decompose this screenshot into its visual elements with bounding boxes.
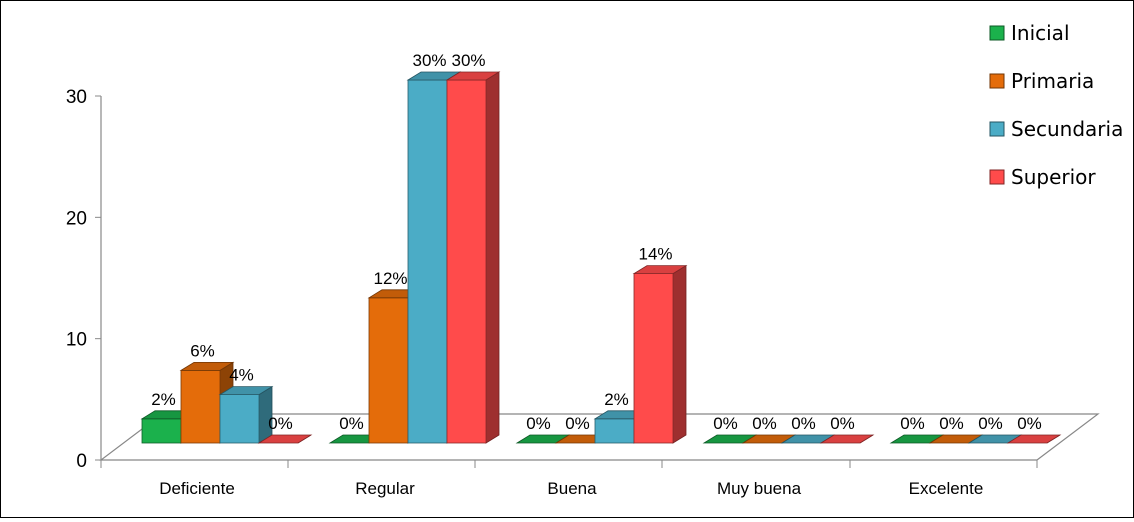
- data-label: 0%: [339, 414, 364, 433]
- data-label: 12%: [373, 269, 407, 288]
- bar-side: [485, 71, 500, 444]
- category-label: Regular: [355, 479, 415, 498]
- data-label: 4%: [229, 366, 254, 385]
- data-label: 0%: [978, 414, 1003, 433]
- legend-label: Inicial: [1011, 21, 1070, 45]
- bar-top: [445, 71, 501, 81]
- legend-label: Superior: [1011, 165, 1096, 189]
- bar-top: [632, 265, 688, 275]
- legend: Inicial Primaria Secundaria Superior: [989, 21, 1123, 189]
- data-label: 30%: [451, 51, 485, 70]
- data-label: 2%: [604, 390, 629, 409]
- legend-label: Primaria: [1011, 69, 1094, 93]
- bar-top: [257, 434, 313, 444]
- legend-swatch: [989, 169, 1005, 185]
- data-label: 0%: [1017, 414, 1042, 433]
- data-label: 0%: [565, 414, 590, 433]
- legend-swatch: [989, 121, 1005, 137]
- bar-front: [368, 297, 409, 444]
- category-label: Excelente: [909, 479, 984, 498]
- data-label: 2%: [151, 390, 176, 409]
- y-tick-label: 0: [76, 451, 87, 472]
- bar-front: [407, 79, 448, 444]
- data-label: 0%: [526, 414, 551, 433]
- bar-groups: [140, 71, 1062, 444]
- data-label: 0%: [752, 414, 777, 433]
- data-label: 0%: [713, 414, 738, 433]
- bar-front: [180, 369, 221, 444]
- data-label: 0%: [791, 414, 816, 433]
- data-label: 0%: [939, 414, 964, 433]
- data-label: 0%: [830, 414, 855, 433]
- category-label: Deficiente: [159, 479, 235, 498]
- value-axis: 0 10 20 30: [66, 87, 102, 472]
- data-label: 0%: [900, 414, 925, 433]
- bar-front: [594, 418, 635, 444]
- bar-top: [179, 361, 235, 371]
- y-tick-label: 10: [66, 330, 87, 351]
- data-label: 0%: [268, 414, 293, 433]
- legend-swatch: [989, 73, 1005, 89]
- bar-front: [141, 418, 182, 444]
- bar-top: [1006, 434, 1062, 444]
- bar-top: [218, 386, 274, 396]
- category-axis: Deficiente Regular Buena Muy buena Excelente: [100, 460, 1038, 498]
- legend-swatch: [989, 25, 1005, 41]
- legend-label: Secundaria: [1011, 117, 1123, 141]
- data-label: 6%: [190, 341, 215, 360]
- bar-front: [446, 79, 487, 444]
- bar-front: [633, 273, 674, 444]
- bar-side: [672, 264, 687, 444]
- y-tick-label: 20: [66, 208, 87, 229]
- category-label: Muy buena: [717, 479, 802, 498]
- data-label: 14%: [638, 245, 672, 264]
- data-labels: 2% 6% 4% 0% 0% 12% 30% 30% 0% 0% 2% 14% 0% 0% 0% 0% 0% 0%…: [151, 51, 1042, 433]
- category-label: Buena: [547, 479, 597, 498]
- bar-top: [819, 434, 875, 444]
- y-tick-label: 30: [66, 87, 87, 108]
- bar-front: [219, 394, 260, 444]
- data-label: 30%: [412, 51, 446, 70]
